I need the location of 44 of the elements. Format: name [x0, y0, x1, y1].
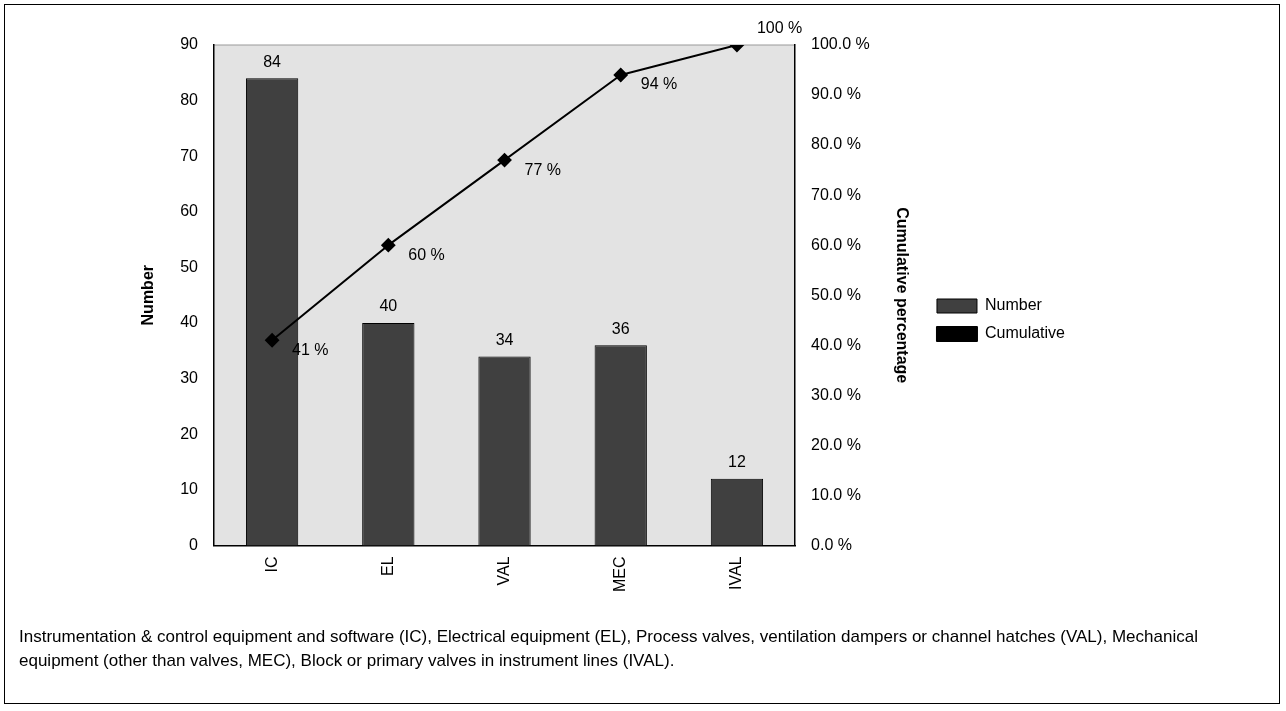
- data-label: 40: [379, 297, 398, 315]
- y-tick-label: 80: [180, 91, 199, 109]
- y2-tick-label: 30.0 %: [811, 385, 861, 403]
- y-axis-title: Number: [139, 265, 157, 326]
- point: [497, 153, 512, 168]
- point: [265, 333, 280, 348]
- data-label: 77 %: [524, 160, 561, 178]
- y2-tick-label: 70.0 %: [811, 185, 861, 203]
- y2-axis-title: Cumulative percentage: [893, 207, 911, 384]
- data-label: 36: [611, 319, 630, 337]
- legend-label: Number: [984, 296, 1043, 314]
- y2-tick-label: 90.0 %: [811, 85, 861, 103]
- data-label: 60 %: [408, 245, 445, 263]
- text: Instrumentation & control equipment and software (IC), Electrical equipment (EL), Process valves, ventilation dampers or channel hatches (VAL), Mechanical equipment (other than valves, MEC), Block or primary valves in instrument lines (IVAL).: [19, 626, 1199, 672]
- x-tick-label: VAL: [494, 556, 512, 586]
- y-tick-label: 70: [180, 146, 199, 164]
- x-tick-label: IC: [262, 556, 280, 573]
- y-tick-label: 50: [180, 257, 199, 275]
- y-tick-label: 30: [180, 369, 199, 387]
- x-tick-label: MEC: [611, 556, 629, 593]
- y2-tick-label: 50.0 %: [811, 285, 861, 303]
- y-tick-label: 10: [180, 480, 199, 498]
- x-tick-label: EL: [378, 556, 396, 577]
- y-tick-label: 0: [189, 535, 199, 553]
- y-tick-label: 90: [180, 35, 199, 53]
- y-tick-label: 20: [180, 424, 199, 442]
- data-label: 100 %: [756, 19, 803, 37]
- point: [381, 238, 396, 253]
- legend-label: Cumulative: [984, 324, 1066, 342]
- point: [613, 68, 628, 83]
- y2-tick-label: 10.0 %: [811, 485, 861, 503]
- y2-tick-label: 60.0 %: [811, 235, 861, 253]
- data-label: 84: [263, 52, 282, 70]
- y2-tick-label: 20.0 %: [811, 435, 861, 453]
- y2-tick-label: 100.0 %: [811, 35, 870, 53]
- y2-tick-label: 80.0 %: [811, 135, 861, 153]
- data-label: 34: [495, 330, 514, 348]
- y2-tick-label: 0.0 %: [811, 535, 852, 553]
- data-label: 94 %: [640, 75, 678, 93]
- y-tick-label: 40: [180, 313, 199, 331]
- y2-tick-label: 40.0 %: [811, 335, 861, 353]
- data-label: 12: [728, 453, 746, 471]
- x-tick-label: IVAL: [727, 556, 745, 590]
- y-tick-label: 60: [180, 202, 199, 220]
